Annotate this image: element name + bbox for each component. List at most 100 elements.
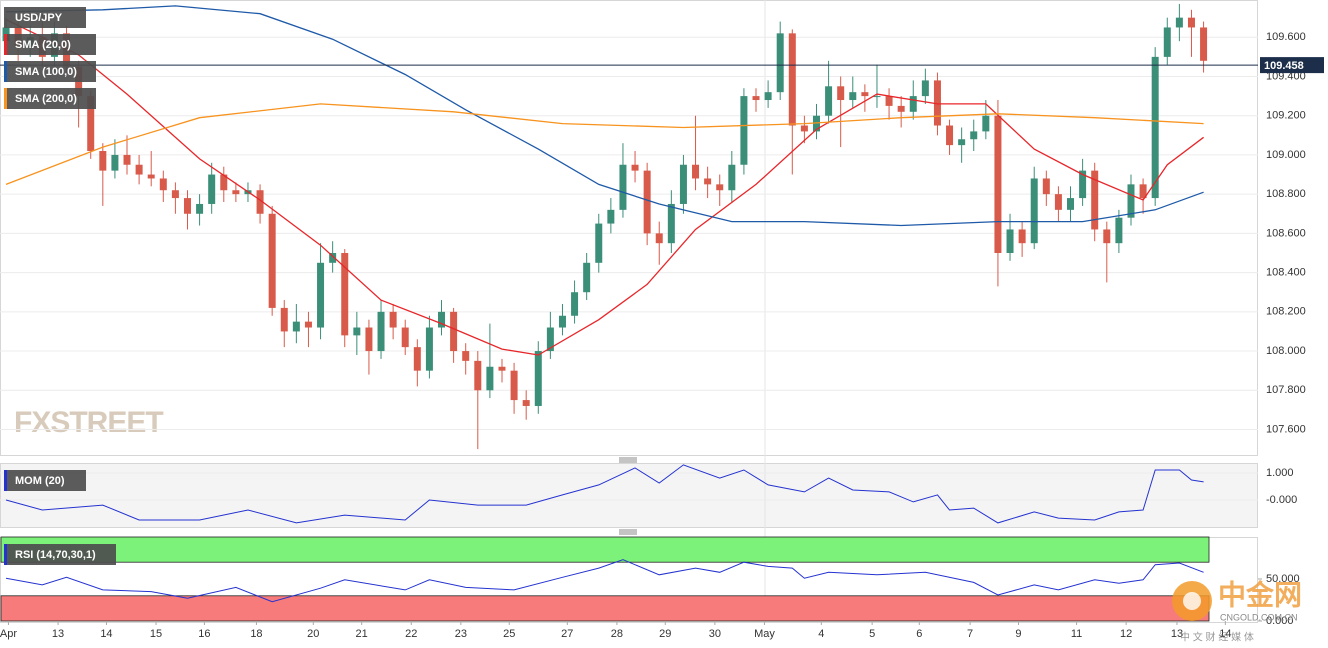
last-price-label: 109.458 bbox=[1264, 60, 1304, 72]
candle-body bbox=[982, 115, 990, 132]
x-tick-label: 30 bbox=[709, 628, 721, 640]
candle-body bbox=[958, 139, 966, 146]
x-tick-label: 21 bbox=[356, 628, 368, 640]
y-tick-label: 108.000 bbox=[1266, 345, 1306, 357]
legend-box bbox=[4, 61, 96, 82]
x-tick-label: 14 bbox=[100, 628, 112, 640]
candle-body bbox=[1067, 198, 1075, 210]
candle-body bbox=[534, 351, 542, 406]
candle-body bbox=[123, 154, 131, 165]
x-tick-label: 28 bbox=[611, 628, 623, 640]
candle-body bbox=[425, 327, 433, 371]
candle-body bbox=[825, 86, 833, 116]
oversold-band bbox=[0, 595, 1210, 622]
candle-body bbox=[147, 174, 155, 179]
legend-box bbox=[4, 34, 96, 55]
legend-box bbox=[4, 544, 116, 565]
candle-body bbox=[510, 370, 518, 401]
price-panel bbox=[0, 0, 1258, 456]
candle-body bbox=[171, 190, 179, 199]
x-tick-label: 5 bbox=[869, 628, 875, 640]
candle-body bbox=[329, 252, 337, 263]
x-tick-label: 27 bbox=[561, 628, 573, 640]
legend-box bbox=[4, 7, 86, 28]
candle-body bbox=[631, 164, 639, 171]
candle-body bbox=[1042, 178, 1050, 195]
x-tick-label: 13 bbox=[1171, 628, 1183, 640]
candle-body bbox=[111, 154, 119, 171]
candle-body bbox=[679, 164, 687, 204]
candle-body bbox=[1127, 184, 1135, 218]
candle-body bbox=[788, 33, 796, 126]
candle-body bbox=[776, 33, 784, 93]
candle-body bbox=[256, 190, 264, 214]
x-tick-label: 20 bbox=[307, 628, 319, 640]
y-tick-label: 1.000 bbox=[1266, 467, 1294, 479]
x-tick-label: 29 bbox=[659, 628, 671, 640]
candle-body bbox=[1151, 56, 1159, 199]
x-tick-label: 9 bbox=[1015, 628, 1021, 640]
mom-panel bbox=[0, 463, 1258, 528]
candle-body bbox=[1200, 27, 1208, 61]
candle-body bbox=[1103, 229, 1111, 244]
legend-label: MOM (20) bbox=[15, 475, 65, 487]
candle-body bbox=[304, 321, 312, 328]
panel-handle bbox=[619, 457, 637, 535]
candle-body bbox=[595, 223, 603, 263]
candle-body bbox=[667, 203, 675, 244]
candle-body bbox=[1091, 170, 1099, 230]
candle-body bbox=[220, 174, 228, 191]
candle-body bbox=[87, 96, 95, 152]
candle-body bbox=[450, 311, 458, 352]
legend-swatch bbox=[4, 61, 7, 82]
y-tick-label: 108.800 bbox=[1266, 188, 1306, 200]
candle-body bbox=[268, 213, 276, 308]
badge-tagline: 中 文 财 经 媒 体 bbox=[1180, 631, 1254, 644]
sma-line bbox=[5, 5, 1204, 227]
legend-box bbox=[4, 88, 96, 109]
x-tick-label: 23 bbox=[455, 628, 467, 640]
y-tick-label: 107.600 bbox=[1266, 423, 1306, 435]
candle-body bbox=[704, 178, 712, 185]
x-tick-label: 11 bbox=[1071, 628, 1082, 640]
candle-body bbox=[933, 80, 941, 126]
candle-body bbox=[873, 96, 881, 98]
legend-label: SMA (20,0) bbox=[15, 39, 71, 51]
candle-body bbox=[280, 307, 288, 332]
candle-body bbox=[1079, 170, 1087, 199]
legend-box bbox=[4, 470, 86, 491]
legend-swatch bbox=[4, 544, 7, 565]
badge-logo-inner bbox=[1183, 592, 1201, 610]
y-tick-label: -0.000 bbox=[1266, 494, 1297, 506]
candle-body bbox=[571, 292, 579, 316]
candle-body bbox=[183, 198, 191, 214]
candle-body bbox=[232, 190, 240, 195]
candle-body bbox=[1115, 217, 1123, 244]
candle-body bbox=[1139, 184, 1147, 199]
indicator-line bbox=[5, 464, 1204, 524]
candle-body bbox=[740, 96, 748, 165]
candle-body bbox=[728, 164, 736, 191]
x-tick-label: 15 bbox=[150, 628, 162, 640]
x-tick-label: 25 bbox=[503, 628, 515, 640]
candle-body bbox=[655, 233, 663, 244]
candle-body bbox=[546, 327, 554, 352]
candle-body bbox=[1030, 178, 1038, 244]
y-tick-label: 0.000 bbox=[1266, 615, 1294, 627]
candle-body bbox=[462, 351, 470, 361]
y-tick-label: 108.400 bbox=[1266, 267, 1306, 279]
y-tick-label: 50.000 bbox=[1266, 573, 1300, 585]
y-tick-label: 107.800 bbox=[1266, 384, 1306, 396]
candle-body bbox=[716, 184, 724, 191]
candle-body bbox=[994, 115, 1002, 253]
candle-body bbox=[619, 164, 627, 210]
candle-body bbox=[196, 203, 204, 214]
candle-body bbox=[607, 209, 615, 224]
candle-body bbox=[474, 360, 482, 391]
legend-label: RSI (14,70,30,1) bbox=[15, 549, 96, 561]
candle-body bbox=[99, 151, 107, 171]
candle-body bbox=[365, 327, 373, 352]
candle-body bbox=[970, 131, 978, 140]
x-tick-label: 22 bbox=[405, 628, 417, 640]
candle-body bbox=[208, 174, 216, 204]
